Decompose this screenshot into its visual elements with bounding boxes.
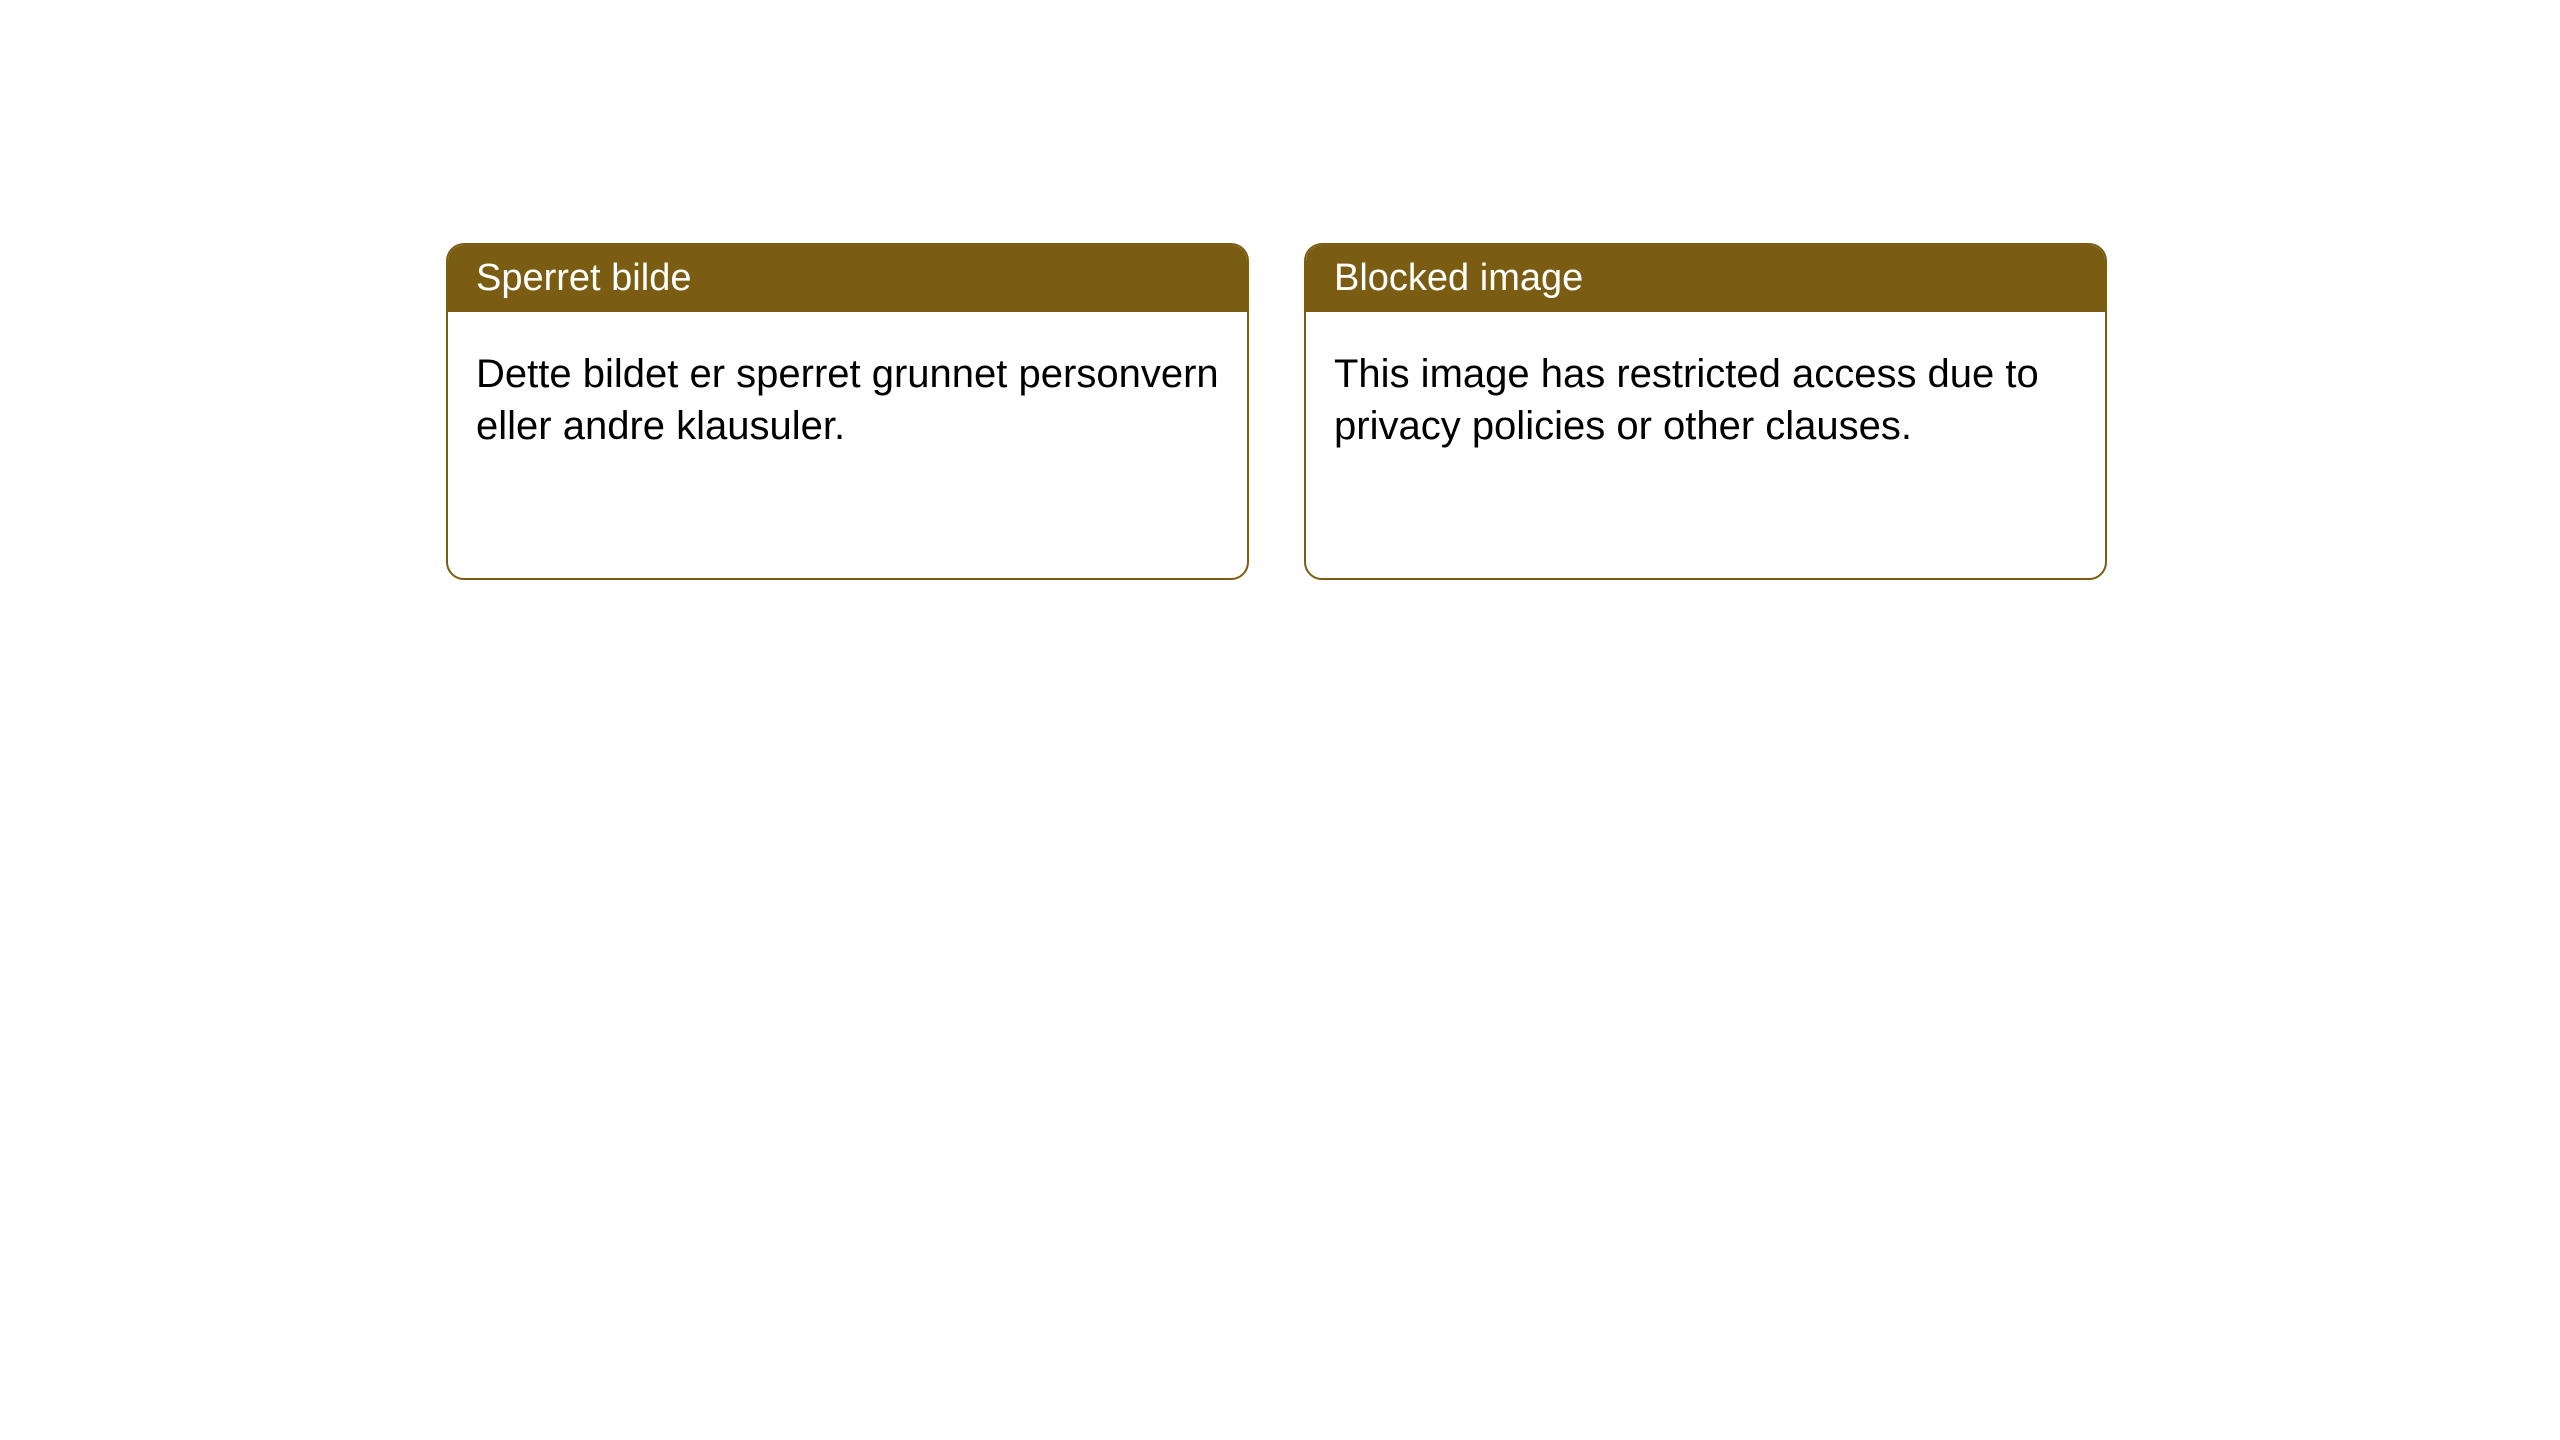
card-body-text: Dette bildet er sperret grunnet personve… (476, 352, 1219, 448)
card-body: Dette bildet er sperret grunnet personve… (448, 312, 1247, 488)
card-body: This image has restricted access due to … (1306, 312, 2105, 488)
card-header: Blocked image (1306, 245, 2105, 312)
card-body-text: This image has restricted access due to … (1334, 352, 2039, 448)
notice-card-english: Blocked image This image has restricted … (1304, 243, 2107, 580)
card-title: Sperret bilde (476, 257, 691, 299)
card-title: Blocked image (1334, 257, 1583, 299)
notice-card-norwegian: Sperret bilde Dette bildet er sperret gr… (446, 243, 1249, 580)
notice-cards-container: Sperret bilde Dette bildet er sperret gr… (446, 243, 2107, 580)
card-header: Sperret bilde (448, 245, 1247, 312)
